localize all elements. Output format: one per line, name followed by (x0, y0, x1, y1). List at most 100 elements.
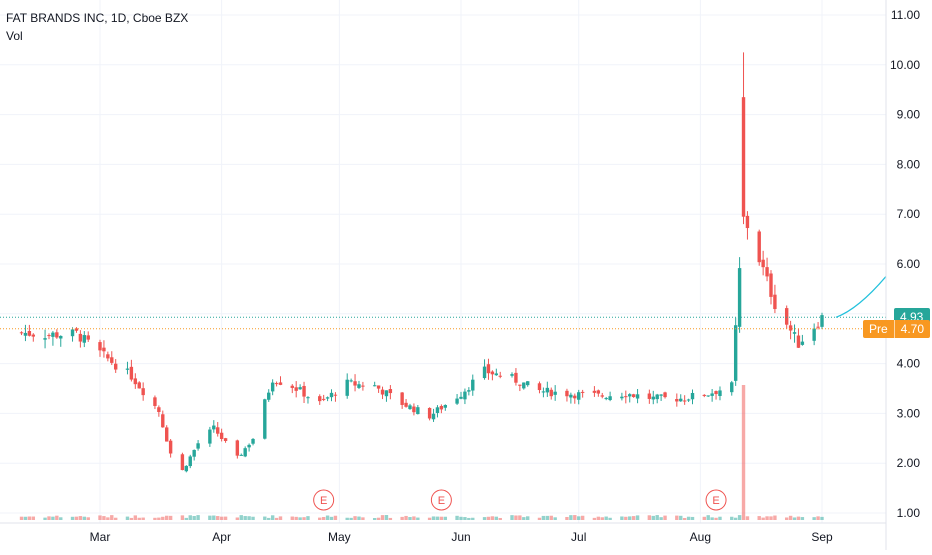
candle-body (243, 448, 247, 457)
volume-bar (51, 516, 55, 520)
candle-body (376, 385, 381, 389)
candle-body (74, 328, 79, 331)
candle-body (737, 268, 742, 327)
candle-body (212, 425, 216, 430)
volume-bar (184, 517, 189, 520)
volume-bar (459, 516, 463, 520)
candle-body (600, 395, 604, 397)
price-lines (0, 276, 887, 330)
candle-body (247, 444, 251, 448)
candle-body (435, 407, 440, 413)
earnings-marker[interactable]: E (705, 489, 727, 511)
candle-body (784, 308, 789, 325)
volume-bar (549, 515, 553, 520)
volume-bar (624, 516, 628, 520)
volume-bar (19, 516, 24, 520)
volume-bar (357, 516, 361, 520)
candle-body (741, 97, 746, 217)
candle-body (31, 334, 35, 337)
volume-bar (180, 515, 185, 520)
candle-body (659, 394, 663, 396)
candle-body (329, 392, 334, 398)
volume-bar (274, 517, 279, 520)
premarket-price-value: 4.70 (900, 321, 924, 336)
volume-bar (522, 517, 526, 520)
candle-body (800, 341, 805, 345)
candle-body (730, 382, 734, 393)
candle-body (278, 382, 283, 385)
volume-bar (384, 515, 389, 520)
earnings-circle (430, 489, 452, 511)
volume-bar (161, 516, 165, 520)
candle-body (302, 385, 306, 397)
volume-bar (388, 517, 393, 520)
candle-body (675, 399, 679, 402)
candles (19, 52, 824, 473)
candle-body (180, 454, 185, 471)
candle-body (577, 392, 581, 400)
y-tick-label: 9.00 (897, 108, 921, 122)
earnings-letter: E (712, 495, 719, 507)
candle-body (596, 390, 601, 394)
candle-body (86, 335, 90, 340)
candle-body (647, 393, 652, 399)
volume-bar (380, 515, 385, 520)
candle-body (404, 402, 408, 407)
volume-bar (113, 517, 118, 520)
candle-body (192, 449, 196, 457)
candle-body (267, 392, 271, 400)
candle-body (765, 267, 769, 277)
volume-bars (19, 385, 824, 520)
volume-bar (796, 516, 801, 520)
volume-bar (682, 517, 687, 520)
candle-body (518, 384, 522, 386)
candle-body (537, 383, 542, 391)
volume-bar (675, 515, 679, 520)
candle-body (78, 333, 83, 342)
candle-body (706, 395, 710, 397)
volume-bar (270, 515, 275, 520)
y-tick-label: 2.00 (897, 456, 921, 470)
premarket-label: Pre (869, 319, 895, 338)
volume-bar (278, 516, 283, 520)
earnings-marker[interactable]: E (430, 489, 452, 511)
volume-bar (435, 516, 440, 520)
volume-bar (788, 515, 793, 520)
volume-legend[interactable]: Vol (6, 29, 23, 43)
candle-body (129, 366, 134, 380)
candle-body (196, 443, 200, 449)
candle-body (188, 456, 192, 467)
y-tick-label: 8.00 (897, 157, 921, 171)
candle-body (545, 387, 550, 393)
earnings-marker[interactable]: E (313, 489, 335, 511)
candle-body (70, 329, 75, 337)
x-tick-label: Jun (451, 530, 470, 544)
volume-bar (655, 515, 659, 520)
candle-body (408, 405, 412, 410)
grid (0, 0, 886, 523)
volume-bar (455, 515, 459, 520)
candle-body (357, 384, 361, 388)
candle-body (43, 338, 47, 340)
candle-body (702, 394, 706, 396)
volume-bar (537, 517, 542, 520)
volume-bar (345, 517, 349, 520)
candle-body (604, 398, 608, 400)
symbol-title[interactable]: FAT BRANDS INC, 1D, Cboe BZX (6, 11, 189, 25)
earnings-letter: E (320, 495, 327, 507)
volume-bar (306, 516, 310, 520)
volume-bar (730, 516, 734, 520)
volume-bar (463, 517, 467, 520)
volume-bar (526, 516, 530, 520)
candle-body (372, 385, 377, 387)
volume-bar (553, 517, 557, 520)
volume-bar (125, 516, 130, 520)
volume-bar (733, 517, 738, 520)
volume-bar (494, 516, 499, 520)
candle-body (431, 413, 436, 420)
volume-bar (620, 516, 624, 520)
volume-bar (773, 515, 777, 520)
